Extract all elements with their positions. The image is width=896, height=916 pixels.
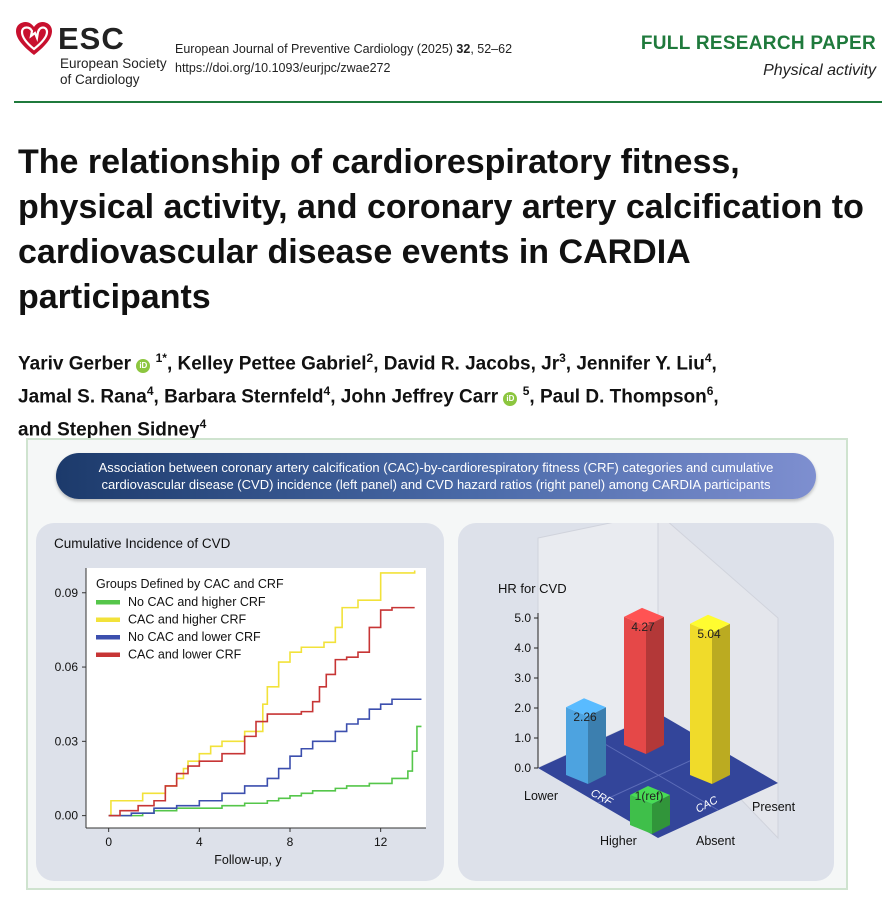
- author-name: David R. Jacobs, Jr: [383, 353, 560, 375]
- x-tick-label: 0: [105, 835, 112, 849]
- author-affiliation: 4: [704, 351, 712, 365]
- legend-entry: CAC and higher CRF: [128, 613, 246, 627]
- author-name: Kelley Pettee Gabriel: [177, 353, 367, 375]
- header-divider: [14, 101, 882, 103]
- banner-line-1: Association between coronary artery calc…: [98, 460, 774, 475]
- author-name: John Jeffrey Carr: [340, 386, 499, 408]
- abstract-banner: Association between coronary artery calc…: [56, 453, 816, 499]
- legend-swatch: [96, 600, 120, 605]
- legend-entry: No CAC and higher CRF: [128, 595, 266, 609]
- y-tick-label: 0.06: [55, 660, 79, 674]
- y-tick-label: 0.0: [514, 761, 531, 775]
- author-affiliation: 5: [522, 383, 530, 398]
- crf-higher-label: Higher: [600, 834, 637, 848]
- bar-side: [712, 623, 730, 784]
- y-tick-label: 0.00: [55, 809, 79, 823]
- bar-front: [690, 623, 712, 784]
- x-tick-label: 12: [374, 835, 388, 849]
- legend-swatch: [96, 652, 120, 657]
- y-tick-label: 0.09: [55, 586, 79, 600]
- esc-logo-line1: European Society: [60, 56, 167, 71]
- bar-top: [630, 786, 670, 804]
- paper-subject-label: Physical activity: [763, 62, 876, 79]
- series-line-3: [108, 698, 422, 817]
- hr-axis-title: HR for CVD: [498, 581, 567, 596]
- bar-value-label: 5.04: [697, 627, 721, 641]
- author-affiliation: 2: [366, 351, 374, 365]
- bar-front: [630, 795, 652, 834]
- series-line-4: [108, 606, 415, 817]
- doi-link[interactable]: https://doi.org/10.1093/eurjpc/zwae272: [175, 61, 391, 75]
- author-list: Yariv Gerber iD 1*, Kelley Pettee Gabrie…: [18, 351, 719, 440]
- legend-entry: No CAC and lower CRF: [128, 630, 261, 644]
- author-name: Yariv Gerber: [18, 353, 132, 375]
- paper-type-label: FULL RESEARCH PAPER: [640, 33, 876, 54]
- bar-side: [652, 795, 670, 834]
- bar-side: [588, 707, 606, 784]
- journal-citation: European Journal of Preventive Cardiolog…: [175, 42, 512, 56]
- orcid-icon[interactable]: iD: [503, 392, 518, 407]
- author-affiliation: 3: [559, 351, 566, 365]
- author-name: Stephen Sidney: [57, 418, 200, 440]
- journal-name: European Journal of Preventive Cardiolog…: [175, 42, 457, 56]
- author-affiliation: 4: [199, 416, 207, 431]
- legend-title: Groups Defined by CAC and CRF: [96, 577, 284, 591]
- esc-logo-line2: of Cardiology: [60, 72, 140, 87]
- crf-lower-label: Lower: [524, 789, 558, 803]
- bar-value-label: 2.26: [573, 710, 597, 724]
- author-name: Jamal S. Rana: [18, 386, 147, 408]
- author-affiliation: 1*: [155, 351, 167, 365]
- y-tick-label: 4.0: [514, 641, 531, 655]
- legend-swatch: [96, 635, 120, 640]
- orcid-icon[interactable]: iD: [136, 359, 151, 374]
- y-tick-label: 1.0: [514, 731, 531, 745]
- bar-top: [624, 607, 664, 626]
- author-affiliation: 4: [146, 383, 154, 398]
- author-name: Jennifer Y. Liu: [576, 353, 705, 375]
- bar-top: [690, 614, 730, 633]
- y-tick-label: 5.0: [514, 611, 531, 625]
- incidence-chart-title: Cumulative Incidence of CVD: [54, 536, 231, 551]
- y-tick-label: 0.03: [55, 734, 79, 748]
- esc-logo-wordmark: ESC: [58, 21, 125, 56]
- journal-pages: , 52–62: [470, 42, 513, 56]
- author-affiliation: 4: [323, 383, 331, 398]
- bar-side: [646, 616, 664, 754]
- bar-front: [566, 707, 588, 784]
- y-tick-label: 3.0: [514, 671, 531, 685]
- bar-value-label: 4.27: [631, 620, 655, 634]
- x-axis-label: Follow-up, y: [214, 853, 282, 867]
- cac-present-label: Present: [752, 800, 796, 814]
- journal-volume: 32: [456, 42, 471, 56]
- author-affiliation: 6: [706, 383, 714, 398]
- legend-entry: CAC and lower CRF: [128, 648, 242, 662]
- x-tick-label: 4: [196, 835, 203, 849]
- article-title: The relationship of cardiorespiratory fi…: [18, 143, 864, 316]
- hazard-ratio-chart: 0.0 1.0 2.0 3.0 4.0 5.0 HR for CVD 4.27 5.04 2.26…: [498, 523, 796, 848]
- legend-swatch: [96, 617, 120, 622]
- cac-absent-label: Absent: [696, 834, 735, 848]
- author-name: Barbara Sternfeld: [164, 386, 324, 408]
- esc-logo-heart-icon: [16, 22, 52, 55]
- author-name: Paul D. Thompson: [539, 386, 707, 408]
- x-tick-label: 8: [287, 835, 294, 849]
- cumulative-incidence-chart: 0.00 0.03 0.06 0.09 0 4 8 12 Follow-up, y Groups …: [55, 568, 426, 867]
- banner-line-2: cardiovascular disease (CVD) incidence (…: [101, 477, 771, 492]
- bar-front: [624, 616, 646, 754]
- y-tick-label: 2.0: [514, 701, 531, 715]
- bar-top: [566, 698, 606, 717]
- bar-value-label: 1(ref): [635, 789, 664, 803]
